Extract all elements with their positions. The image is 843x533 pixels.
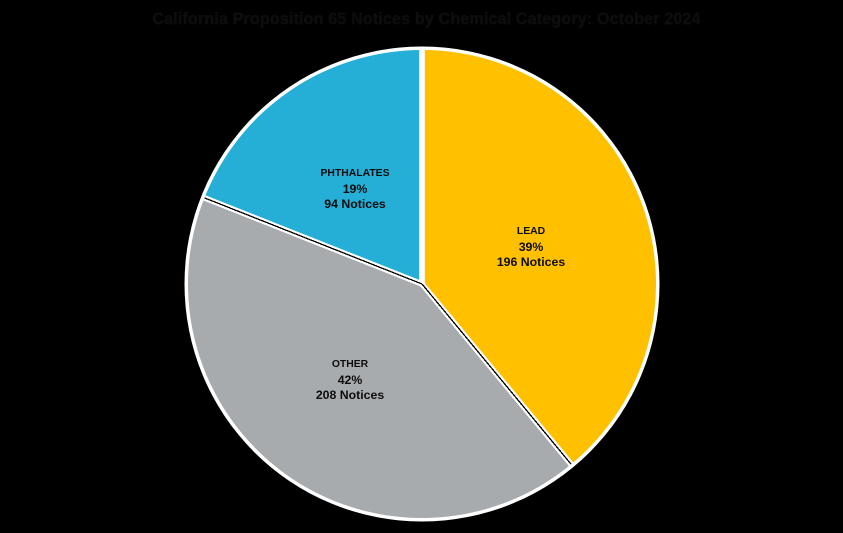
svg-text:OTHER: OTHER bbox=[332, 359, 369, 370]
svg-text:208 Notices: 208 Notices bbox=[316, 388, 385, 402]
svg-text:PHTHALATES: PHTHALATES bbox=[320, 168, 389, 179]
svg-text:42%: 42% bbox=[338, 373, 363, 387]
svg-text:94 Notices: 94 Notices bbox=[324, 197, 386, 211]
svg-text:39%: 39% bbox=[519, 240, 544, 254]
svg-text:LEAD: LEAD bbox=[517, 226, 546, 237]
svg-text:19%: 19% bbox=[343, 182, 368, 196]
svg-text:196 Notices: 196 Notices bbox=[497, 255, 566, 269]
